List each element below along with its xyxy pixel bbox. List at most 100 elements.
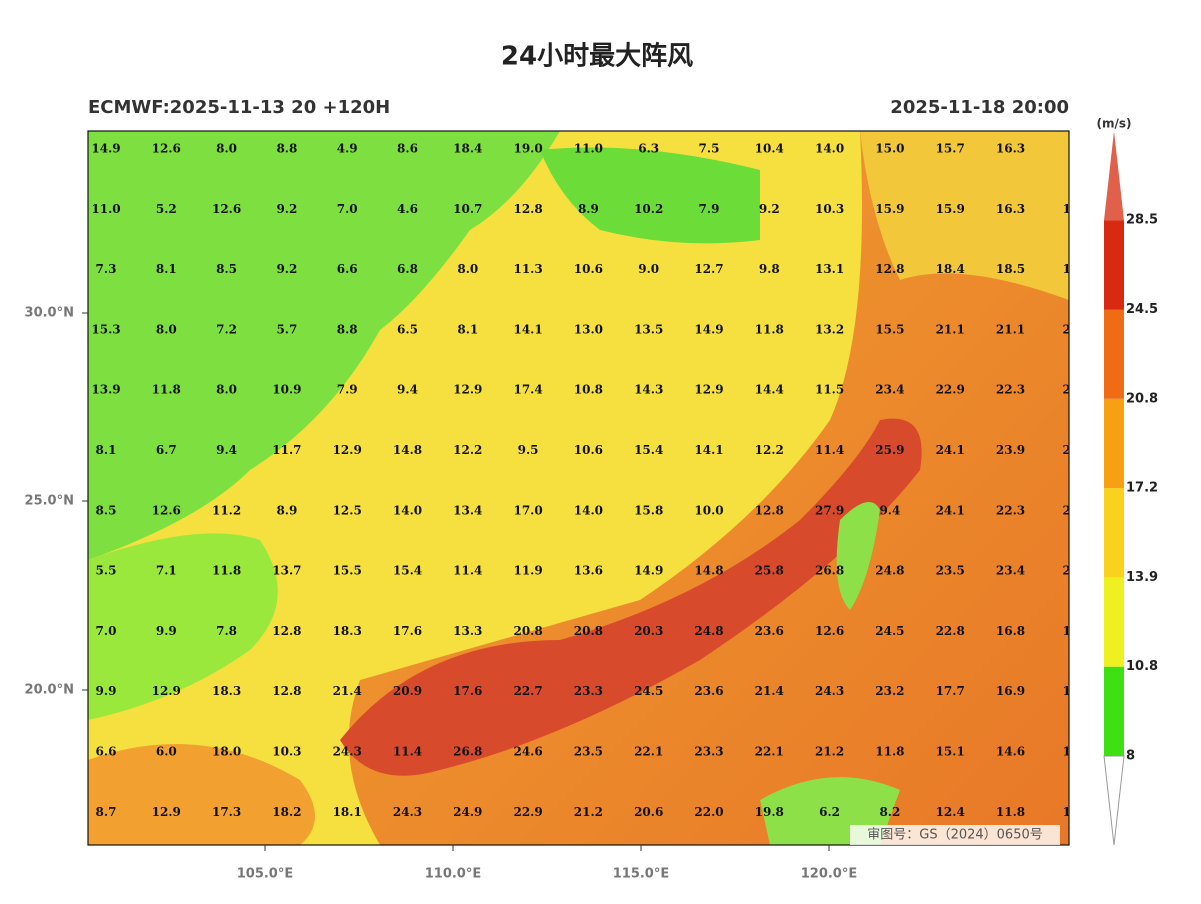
grid-value: 9.2 (759, 202, 780, 216)
grid-value: 23.3 (574, 684, 603, 698)
map-background (88, 131, 1069, 845)
grid-value: 24.9 (453, 805, 482, 819)
grid-value: 7.2 (216, 322, 237, 336)
grid-value: 17.7 (936, 684, 965, 698)
grid-value: 13.5 (634, 322, 663, 336)
grid-value: 12.2 (755, 443, 784, 457)
grid-value: 13.9 (91, 383, 120, 397)
grid-value: 8.5 (96, 503, 117, 517)
grid-value: 23.4 (875, 383, 904, 397)
grid-value: 14.1 (694, 443, 723, 457)
grid-value: 20.6 (634, 805, 663, 819)
grid-value: 15.1 (936, 745, 965, 759)
colorbar-segment (1104, 666, 1124, 756)
grid-value: 12.7 (694, 262, 723, 276)
grid-value: 22.7 (513, 684, 542, 698)
grid-value: 11.0 (91, 202, 120, 216)
grid-value: 10.3 (272, 745, 301, 759)
grid-value: 13.4 (453, 503, 482, 517)
grid-value: 24.1 (936, 443, 965, 457)
grid-value: 8.6 (397, 142, 418, 156)
grid-value: 22.3 (996, 383, 1025, 397)
grid-value: 17.0 (513, 503, 542, 517)
lon-label: 110.0°E (425, 867, 482, 882)
grid-value: 10.6 (574, 262, 603, 276)
grid-value: 12.8 (272, 624, 301, 638)
grid-value: 24.5 (634, 684, 663, 698)
grid-value: 16 (1062, 624, 1079, 638)
grid-value: 9.4 (879, 503, 900, 517)
grid-value: 12.9 (152, 805, 181, 819)
grid-values: 14.9 12.6 8.0 8.8 4.9 8.6 18.4 19.0 11.0 6.3 7.5 10… (91, 142, 1079, 819)
grid-value: 7.0 (96, 624, 117, 638)
grid-value: 7.3 (96, 262, 117, 276)
colorbar-label: 24.5 (1126, 302, 1158, 317)
grid-value: 13.7 (272, 564, 301, 578)
grid-value: 12.4 (936, 805, 965, 819)
grid-value: 23.6 (694, 684, 723, 698)
grid-value: 10.0 (694, 503, 723, 517)
stamp-bg (850, 825, 1060, 845)
grid-value: 21.4 (755, 684, 784, 698)
grid-value: 12.6 (152, 142, 181, 156)
grid-value: 6.8 (397, 262, 418, 276)
grid-value: 14.0 (393, 503, 422, 517)
subtitle-left: ECMWF:2025-11-13 20 +120H (88, 97, 390, 118)
grid-value: 5.5 (96, 564, 117, 578)
grid-value: 12.9 (333, 443, 362, 457)
grid-value: 7.1 (156, 564, 177, 578)
grid-value: 10.3 (815, 202, 844, 216)
grid-value: 7.8 (216, 624, 237, 638)
grid-value: 8.8 (337, 322, 358, 336)
grid-value: 14.1 (513, 322, 542, 336)
grid-value: 16.3 (996, 202, 1025, 216)
grid-value: 8.7 (96, 805, 117, 819)
lon-label: 115.0°E (613, 867, 670, 882)
grid-value: 8.1 (156, 262, 177, 276)
grid-value: 7.9 (337, 383, 358, 397)
grid-value: 17.6 (393, 624, 422, 638)
grid-value: 18.4 (453, 142, 482, 156)
grid-value: 10.6 (574, 443, 603, 457)
grid-value: 24.1 (936, 503, 965, 517)
grid-value: 11.4 (453, 564, 482, 578)
grid-value: 19 (1062, 202, 1079, 216)
grid-value: 20.8 (513, 624, 542, 638)
lon-label: 120.0°E (801, 867, 858, 882)
grid-value: 25.9 (875, 443, 904, 457)
grid-value: 6.2 (819, 805, 840, 819)
grid-value: 22.8 (936, 624, 965, 638)
grid-value: 14.9 (91, 142, 120, 156)
grid-value: 7.0 (337, 202, 358, 216)
grid-value: 5.7 (276, 322, 297, 336)
grid-value: 12.8 (513, 202, 542, 216)
grid-value: 26.8 (453, 745, 482, 759)
grid-value: 27.9 (815, 503, 844, 517)
grid-value: 22.1 (755, 745, 784, 759)
grid-value: 24.5 (875, 624, 904, 638)
grid-value: 21 (1062, 383, 1079, 397)
grid-value: 12.9 (453, 383, 482, 397)
grid-value: 19.0 (513, 142, 542, 156)
grid-value: 16 (1062, 684, 1079, 698)
grid-value: 13.0 (574, 322, 603, 336)
grid-value: 16.9 (996, 684, 1025, 698)
grid-value: 11.5 (815, 383, 844, 397)
colorbar-segment (1104, 577, 1124, 667)
grid-value: 23.3 (694, 745, 723, 759)
grid-value: 6.6 (96, 745, 117, 759)
grid-value: 23.6 (755, 624, 784, 638)
grid-value: 22.9 (936, 383, 965, 397)
colorbar-label: 13.9 (1126, 570, 1158, 585)
colorbar-label: 10.8 (1126, 659, 1158, 674)
grid-value: 7.5 (699, 142, 720, 156)
colorbar-label: 8 (1126, 749, 1135, 764)
grid-value: 9.4 (216, 443, 237, 457)
grid-value: 15.9 (875, 202, 904, 216)
grid-value: 13.2 (815, 322, 844, 336)
grid-value: 18.5 (996, 262, 1025, 276)
grid-value: 4.6 (397, 202, 418, 216)
grid-value: 17.6 (453, 684, 482, 698)
grid-value: 24.3 (393, 805, 422, 819)
grid-value: 21.4 (333, 684, 362, 698)
